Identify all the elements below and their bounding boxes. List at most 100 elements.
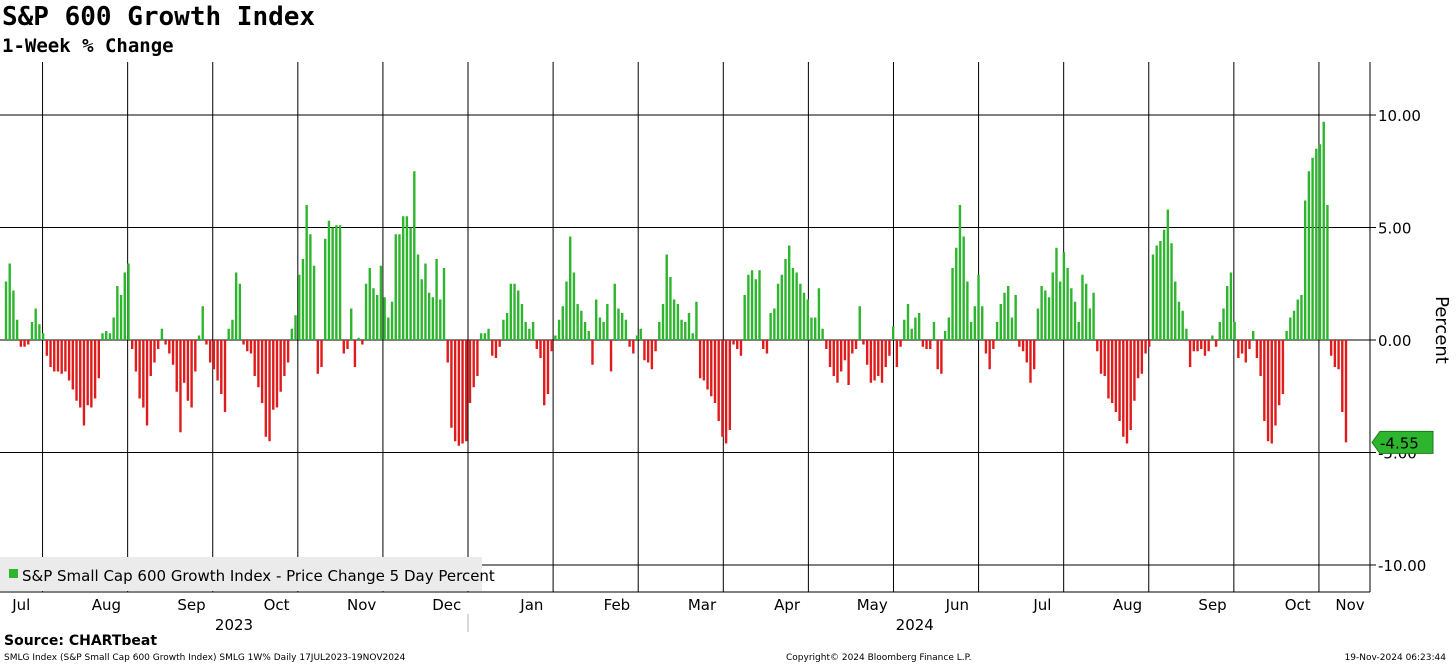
bar — [531, 322, 535, 340]
bar — [375, 295, 379, 340]
month-label: Oct — [264, 596, 290, 614]
bar — [23, 340, 26, 347]
bar — [658, 322, 661, 340]
bar — [298, 274, 301, 340]
bar — [346, 340, 349, 349]
bar — [1255, 340, 1259, 358]
bar — [361, 340, 364, 345]
bar — [97, 340, 100, 379]
bar — [750, 270, 754, 340]
bar — [442, 268, 446, 340]
bar — [234, 272, 238, 340]
bar — [1188, 340, 1192, 367]
bar — [1218, 322, 1221, 340]
bar — [1044, 290, 1047, 340]
bar — [572, 272, 576, 340]
bar — [383, 297, 386, 340]
bar — [1222, 308, 1225, 340]
bar — [728, 340, 732, 430]
bar — [695, 301, 698, 340]
bar — [1166, 209, 1170, 340]
month-label: Aug — [92, 596, 121, 614]
bar — [910, 328, 913, 340]
bar — [606, 304, 609, 340]
bar — [895, 340, 899, 367]
bar — [851, 340, 854, 354]
bar — [439, 299, 442, 340]
month-label: Jan — [519, 596, 543, 614]
bar — [988, 340, 991, 370]
bar — [101, 333, 104, 340]
bar — [1136, 340, 1140, 379]
bar — [784, 259, 787, 340]
year-label: 2024 — [896, 616, 934, 634]
bar — [131, 340, 134, 349]
bar — [465, 340, 468, 442]
bar — [739, 340, 743, 356]
bar — [903, 319, 906, 340]
bar — [1010, 317, 1014, 340]
bar — [762, 340, 765, 349]
bar — [1073, 301, 1077, 340]
bar — [776, 283, 780, 340]
bar — [1281, 340, 1285, 394]
bar — [1033, 340, 1036, 370]
bar — [1315, 148, 1318, 340]
bar — [416, 254, 420, 340]
last-value-label: -4.55 — [1380, 434, 1419, 452]
bar — [405, 216, 409, 340]
bar — [1107, 340, 1110, 399]
bar — [491, 340, 494, 356]
bar — [524, 322, 527, 340]
bar — [435, 259, 438, 340]
bar — [457, 340, 461, 446]
bar — [1263, 340, 1266, 421]
bar — [1177, 301, 1181, 340]
bar — [858, 306, 861, 340]
bar — [628, 340, 631, 347]
bar — [1233, 322, 1236, 340]
bar — [220, 340, 223, 394]
bar — [105, 331, 108, 340]
month-label: Jul — [1032, 596, 1051, 614]
bar — [698, 340, 702, 379]
bar — [27, 340, 30, 345]
month-label: Nov — [1335, 596, 1364, 614]
bar — [12, 290, 15, 340]
bar — [955, 247, 958, 340]
bar — [687, 313, 691, 340]
bar — [1240, 340, 1244, 354]
bar — [208, 340, 212, 363]
bar — [82, 340, 86, 426]
bar — [502, 319, 505, 340]
bar — [828, 340, 832, 367]
bar — [1203, 340, 1207, 356]
bar — [702, 340, 706, 381]
month-label: Sep — [1198, 596, 1226, 614]
bar — [639, 328, 642, 340]
bar — [175, 340, 178, 392]
bar — [758, 270, 761, 340]
bar — [1025, 340, 1028, 363]
bar — [650, 340, 654, 370]
bar — [1311, 157, 1314, 340]
bar — [1300, 295, 1303, 340]
bar — [246, 340, 249, 352]
bar — [576, 304, 579, 340]
bar — [676, 304, 680, 340]
bar — [747, 274, 750, 340]
bar — [1092, 292, 1095, 340]
bar — [216, 340, 219, 381]
bar — [635, 335, 639, 340]
bar — [1333, 340, 1337, 367]
bar — [153, 340, 156, 363]
bar — [921, 340, 925, 347]
bar — [286, 340, 290, 363]
bar — [951, 268, 954, 340]
bar — [839, 340, 843, 372]
bar — [1252, 331, 1255, 340]
bar — [75, 340, 78, 401]
bar — [394, 234, 397, 340]
bar — [1303, 200, 1307, 340]
